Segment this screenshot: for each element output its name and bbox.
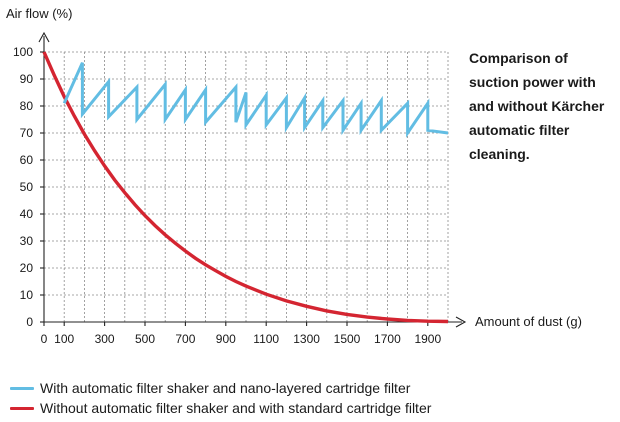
- legend-item-red: Without automatic filter shaker and with…: [10, 398, 431, 418]
- x-tick-label: 300: [95, 332, 115, 346]
- series-line-red: [42, 51, 449, 324]
- y-tick-label: 30: [20, 234, 34, 248]
- tick-labels: 0 10 20 30 40 50 60 70 80 90 100 0 100 300 500 700 900 11…: [13, 45, 442, 346]
- y-tick-label: 90: [20, 72, 34, 86]
- x-tick-label: 1300: [293, 332, 320, 346]
- y-tick-label: 0: [26, 315, 33, 329]
- y-tick-label: 10: [20, 288, 34, 302]
- x-tick-label: 0: [41, 332, 48, 346]
- legend-label-blue: With automatic filter shaker and nano-la…: [40, 380, 411, 396]
- legend: With automatic filter shaker and nano-la…: [10, 378, 431, 418]
- x-tick-label: 500: [135, 332, 155, 346]
- y-tick-label: 70: [20, 126, 34, 140]
- y-tick-label: 100: [13, 45, 33, 59]
- legend-swatch-red: [10, 406, 34, 410]
- x-tick-label: 900: [216, 332, 236, 346]
- legend-label-red: Without automatic filter shaker and with…: [40, 400, 432, 416]
- y-tick-label: 80: [20, 99, 34, 113]
- series-line-blue: [62, 62, 449, 138]
- x-tick-label: 700: [175, 332, 195, 346]
- y-axis-arrow-icon: [38, 31, 50, 43]
- chart-annotation: Comparison of suction power with and wit…: [469, 50, 605, 162]
- x-axis-arrow-icon: [455, 316, 467, 328]
- series: [42, 51, 449, 324]
- x-tick-label: 1900: [414, 332, 441, 346]
- legend-item-blue: With automatic filter shaker and nano-la…: [10, 378, 431, 398]
- x-tick-label: 1100: [253, 332, 279, 346]
- x-tick-label: 1700: [374, 332, 401, 346]
- y-tick-label: 60: [20, 153, 34, 167]
- x-axis-title: Amount of dust (g): [475, 314, 582, 329]
- x-tick-label: 1500: [334, 332, 361, 346]
- legend-swatch-blue: [10, 386, 34, 390]
- axes: Air flow (%) Amount of dust (g): [6, 6, 582, 329]
- y-tick-label: 50: [20, 180, 34, 194]
- y-tick-label: 20: [20, 261, 34, 275]
- x-tick-label: 100: [54, 332, 74, 346]
- y-tick-label: 40: [20, 207, 34, 221]
- y-axis-title: Air flow (%): [6, 6, 72, 21]
